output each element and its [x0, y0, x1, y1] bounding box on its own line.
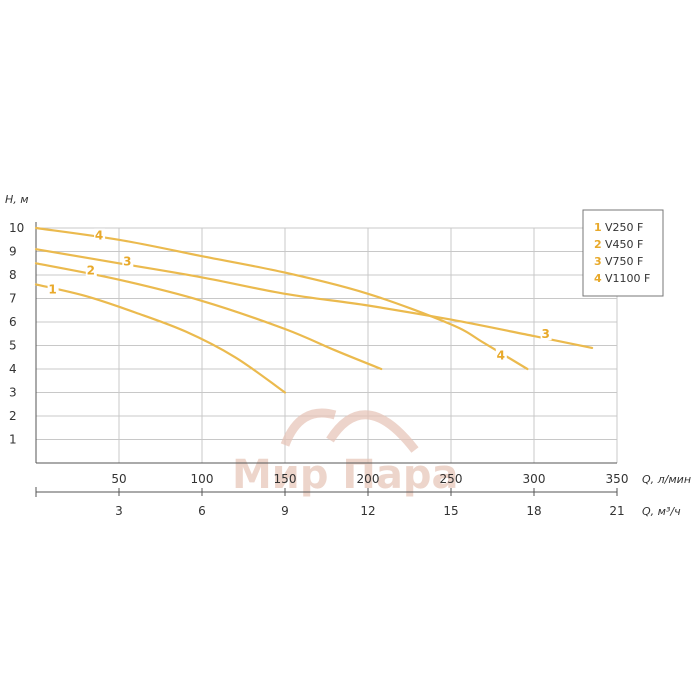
watermark-logo: Мир Пара [232, 408, 458, 498]
legend-entry-3: V750 F [605, 255, 643, 268]
legend-number-4: 4 [594, 272, 602, 285]
curve-label-3: 3 [123, 254, 131, 268]
watermark-arc-icon [280, 408, 337, 447]
x-tick-label-secondary: 6 [198, 504, 206, 518]
watermark-text: Мир Пара [232, 452, 458, 498]
legend-number-2: 2 [594, 238, 602, 251]
curve-label-bg [540, 327, 552, 341]
y-tick-label: 3 [9, 386, 17, 400]
x-tick-label-secondary: 15 [443, 504, 458, 518]
series-line-4 [34, 226, 529, 371]
legend: 1 V250 F2 V450 F3 V750 F4 V1100 F [582, 209, 664, 297]
y-tick-label: 8 [9, 268, 17, 282]
y-tick-label: 1 [9, 433, 17, 447]
curve-labels: 1 2 3 4 4 3 [47, 228, 552, 362]
x-tick-label: 100 [191, 472, 214, 486]
series-line-1 [34, 283, 287, 394]
legend-entry-2: V450 F [605, 238, 643, 251]
legend-entry-4: V1100 F [605, 272, 650, 285]
curve-label-bg [495, 348, 507, 362]
x-tick-label: 300 [523, 472, 546, 486]
y-tick-label: 10 [9, 221, 24, 235]
curve-label-bg [47, 282, 59, 296]
legend-entry-1: V250 F [605, 221, 643, 234]
y-tick-label: 2 [9, 409, 17, 423]
y-tick-label: 7 [9, 292, 17, 306]
curve-label-bg [94, 228, 106, 242]
x-tick-label-secondary: 9 [281, 504, 289, 518]
legend-number-1: 1 [594, 221, 602, 234]
curve-label-4: 4 [95, 228, 103, 242]
y-tick-label: 4 [9, 362, 17, 376]
x-tick-label: 200 [357, 472, 380, 486]
curve-label-1: 1 [48, 282, 56, 296]
x-tick-label: 150 [274, 472, 297, 486]
x-tick-label: 350 [606, 472, 629, 486]
curve-label-bg [122, 254, 134, 268]
series-line-2 [34, 262, 383, 371]
x-tick-label-secondary: 21 [609, 504, 624, 518]
x-tick-label: 50 [111, 472, 126, 486]
x-tick-label-secondary: 12 [360, 504, 375, 518]
curve-label-4: 4 [497, 348, 505, 362]
legend-box [582, 209, 664, 297]
x-tick-label: 250 [440, 472, 463, 486]
x-axis-title-secondary: Q, м³/ч [642, 505, 681, 518]
curve-label-3: 3 [541, 327, 549, 341]
y-tick-label: 5 [9, 339, 17, 353]
x-tick-label-secondary: 18 [526, 504, 541, 518]
curve-label-2: 2 [87, 264, 95, 278]
y-tick-label: 9 [9, 245, 17, 259]
x-tick-label-secondary: 3 [115, 504, 123, 518]
curve-label-bg [85, 263, 97, 277]
x-axis-title-primary: Q, л/мин [642, 473, 691, 486]
legend-number-3: 3 [594, 255, 602, 268]
watermark-arc-icon [326, 410, 419, 453]
y-axis-title: H, м [5, 193, 29, 206]
y-tick-label: 6 [9, 315, 17, 329]
